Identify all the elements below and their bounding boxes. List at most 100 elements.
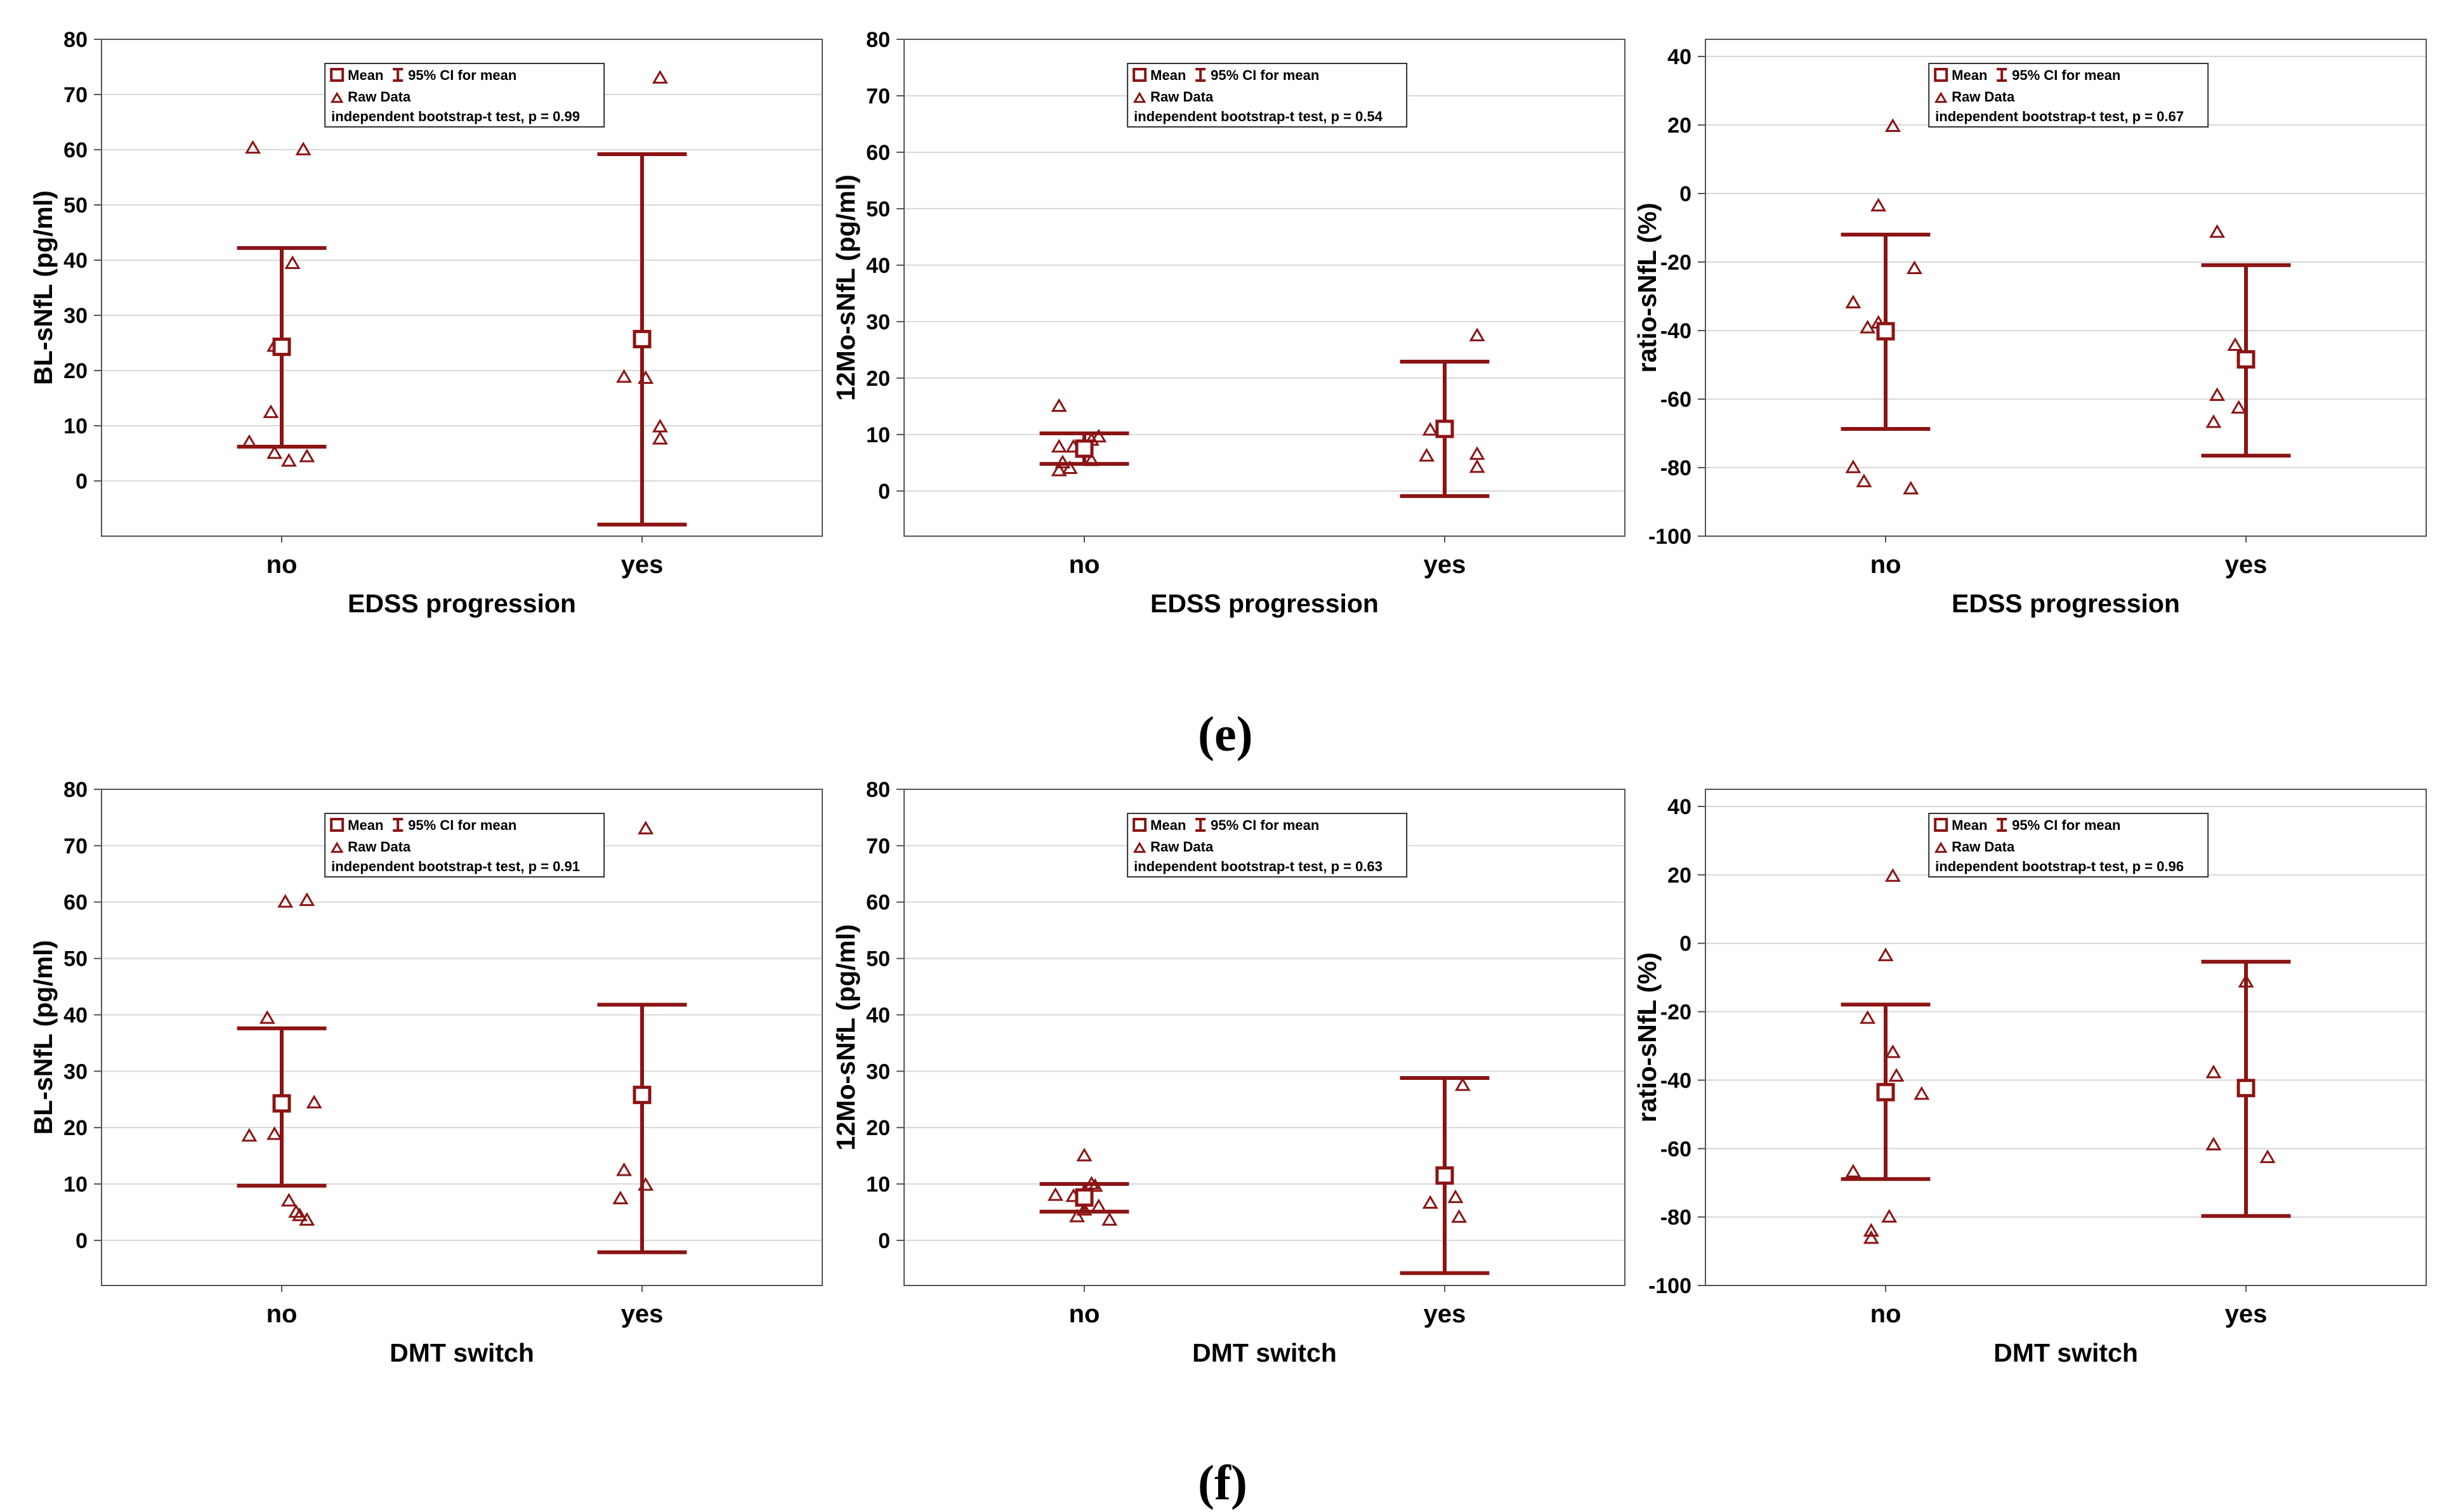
y-tick-label: -80 bbox=[1660, 1206, 1691, 1230]
chart-f-2: 0 10 20 30 40 50 60 70 80 no yes DMT switch 12Mo-sNf… bbox=[831, 778, 1625, 1367]
y-tick-label: 60 bbox=[63, 891, 88, 915]
y-tick-label: 20 bbox=[1667, 114, 1691, 138]
y-tick-label: 10 bbox=[866, 1173, 890, 1197]
mean-marker bbox=[633, 1086, 652, 1105]
y-tick-label: 30 bbox=[866, 310, 890, 334]
legend-test-result: independent bootstrap-t test, p = 0.67 bbox=[1935, 108, 2184, 124]
legend-raw-icon bbox=[330, 841, 344, 853]
x-tick-label: yes bbox=[621, 551, 664, 579]
chart-e-2: 0 10 20 30 40 50 60 70 80 no yes EDSS progression 12… bbox=[831, 28, 1625, 618]
raw-data-point bbox=[612, 1190, 629, 1204]
raw-data-point bbox=[284, 255, 301, 270]
raw-data-point bbox=[1101, 1212, 1118, 1226]
y-tick-label: 30 bbox=[63, 1060, 88, 1084]
legend-mean-label: Mean bbox=[348, 817, 383, 833]
raw-data-point bbox=[638, 1177, 654, 1191]
chart-f-3: -100 -80 -60 -40 -20 0 20 40 no yes DMT switch rati… bbox=[1632, 789, 2427, 1367]
mean-marker bbox=[1075, 439, 1094, 458]
y-tick-label: 40 bbox=[866, 1003, 890, 1027]
raw-data-point bbox=[280, 1193, 297, 1207]
y-tick-label: 0 bbox=[76, 470, 88, 494]
y-axis-title: ratio-sNfL (%) bbox=[1632, 952, 1662, 1122]
y-tick-label: -20 bbox=[1660, 1001, 1691, 1025]
legend-box bbox=[1127, 63, 1408, 128]
raw-data-point bbox=[1469, 446, 1485, 460]
raw-data-point bbox=[1860, 319, 1876, 334]
legend-mean-label: Mean bbox=[1952, 67, 1987, 83]
chart-f-1: 0 10 20 30 40 50 60 70 80 no yes DMT switch BL-sNfL … bbox=[29, 778, 823, 1367]
raw-data-point bbox=[1884, 1044, 1901, 1058]
y-tick-label: 40 bbox=[63, 249, 88, 273]
y-tick-label: -40 bbox=[1660, 1068, 1691, 1093]
x-tick-label: no bbox=[1870, 1300, 1901, 1328]
raw-data-point bbox=[245, 140, 261, 154]
y-tick-label: -60 bbox=[1660, 1137, 1691, 1161]
legend-raw-icon bbox=[1934, 841, 1948, 853]
raw-data-point bbox=[1054, 454, 1071, 469]
raw-data-point bbox=[1051, 398, 1067, 412]
mean-marker bbox=[1876, 322, 1895, 341]
legend-ci-label: 95% CI for mean bbox=[2012, 817, 2120, 833]
legend-mean-icon bbox=[1934, 68, 1948, 82]
legend: Mean 95% CI for mean Raw Data independent b… bbox=[1127, 813, 1408, 878]
raw-data-point bbox=[266, 1126, 283, 1140]
y-tick-label: 40 bbox=[1667, 795, 1691, 819]
raw-data-point bbox=[1091, 428, 1107, 443]
raw-data-point bbox=[1881, 1209, 1898, 1223]
raw-data-point bbox=[1845, 1164, 1862, 1178]
mean-marker bbox=[2236, 1079, 2256, 1098]
legend-test-result: independent bootstrap-t test, p = 0.54 bbox=[1134, 108, 1383, 124]
y-tick-label: 20 bbox=[1667, 864, 1691, 888]
y-tick-label: 10 bbox=[63, 1173, 88, 1197]
legend-ci-label: 95% CI for mean bbox=[1211, 817, 1319, 833]
y-tick-label: 0 bbox=[878, 480, 890, 504]
y-tick-label: 0 bbox=[878, 1229, 890, 1253]
raw-data-point bbox=[1076, 1147, 1093, 1162]
mean-marker bbox=[1075, 1188, 1094, 1207]
legend-mean-icon bbox=[330, 818, 345, 832]
raw-data-point bbox=[1906, 260, 1922, 275]
y-tick-label: 80 bbox=[866, 778, 890, 802]
y-tick-label: 0 bbox=[76, 1229, 88, 1253]
y-tick-label: 20 bbox=[63, 359, 88, 383]
y-tick-label: 0 bbox=[1679, 932, 1691, 956]
raw-data-point bbox=[1845, 294, 1862, 309]
raw-data-point bbox=[1884, 118, 1901, 132]
x-tick-label: yes bbox=[1424, 551, 1466, 579]
y-axis-title: BL-sNfL (pg/ml) bbox=[29, 940, 58, 1135]
raw-data-point bbox=[1454, 1077, 1471, 1091]
plot-frame bbox=[101, 789, 823, 1286]
raw-data-point bbox=[1870, 197, 1887, 212]
raw-data-point bbox=[1884, 868, 1901, 882]
raw-data-point bbox=[2209, 387, 2226, 401]
legend-mean-label: Mean bbox=[1952, 817, 1987, 833]
x-axis-title: DMT switch bbox=[1192, 1338, 1337, 1367]
raw-data-point bbox=[1087, 1178, 1103, 1192]
raw-data-point bbox=[299, 892, 315, 906]
mean-marker bbox=[1435, 1166, 1454, 1185]
raw-data-point bbox=[241, 1127, 258, 1142]
y-tick-label: 60 bbox=[63, 138, 88, 162]
x-tick-label: no bbox=[1870, 551, 1901, 579]
plot-frame bbox=[1705, 789, 2427, 1286]
panel-label-e: (e) bbox=[1198, 706, 1253, 761]
y-tick-label: 50 bbox=[866, 947, 890, 971]
legend-raw-icon bbox=[1934, 91, 1948, 103]
y-tick-label: 60 bbox=[866, 891, 890, 915]
raw-data-point bbox=[2205, 1064, 2222, 1079]
y-tick-label: 80 bbox=[866, 28, 890, 52]
x-tick-label: yes bbox=[2225, 1300, 2268, 1328]
legend-ci-label: 95% CI for mean bbox=[408, 817, 516, 833]
plot-frame bbox=[903, 789, 1625, 1286]
x-axis-title: EDSS progression bbox=[348, 589, 576, 618]
y-tick-label: 0 bbox=[1679, 182, 1691, 206]
raw-data-point bbox=[638, 820, 654, 834]
y-tick-label: 40 bbox=[866, 254, 890, 278]
legend-box bbox=[1928, 63, 2209, 128]
plot-frame bbox=[903, 39, 1625, 537]
y-axis-title: 12Mo-sNfL (pg/ml) bbox=[831, 174, 860, 401]
y-tick-label: 70 bbox=[866, 834, 890, 858]
raw-data-point bbox=[1422, 1195, 1438, 1209]
x-tick-label: no bbox=[1069, 1300, 1100, 1328]
